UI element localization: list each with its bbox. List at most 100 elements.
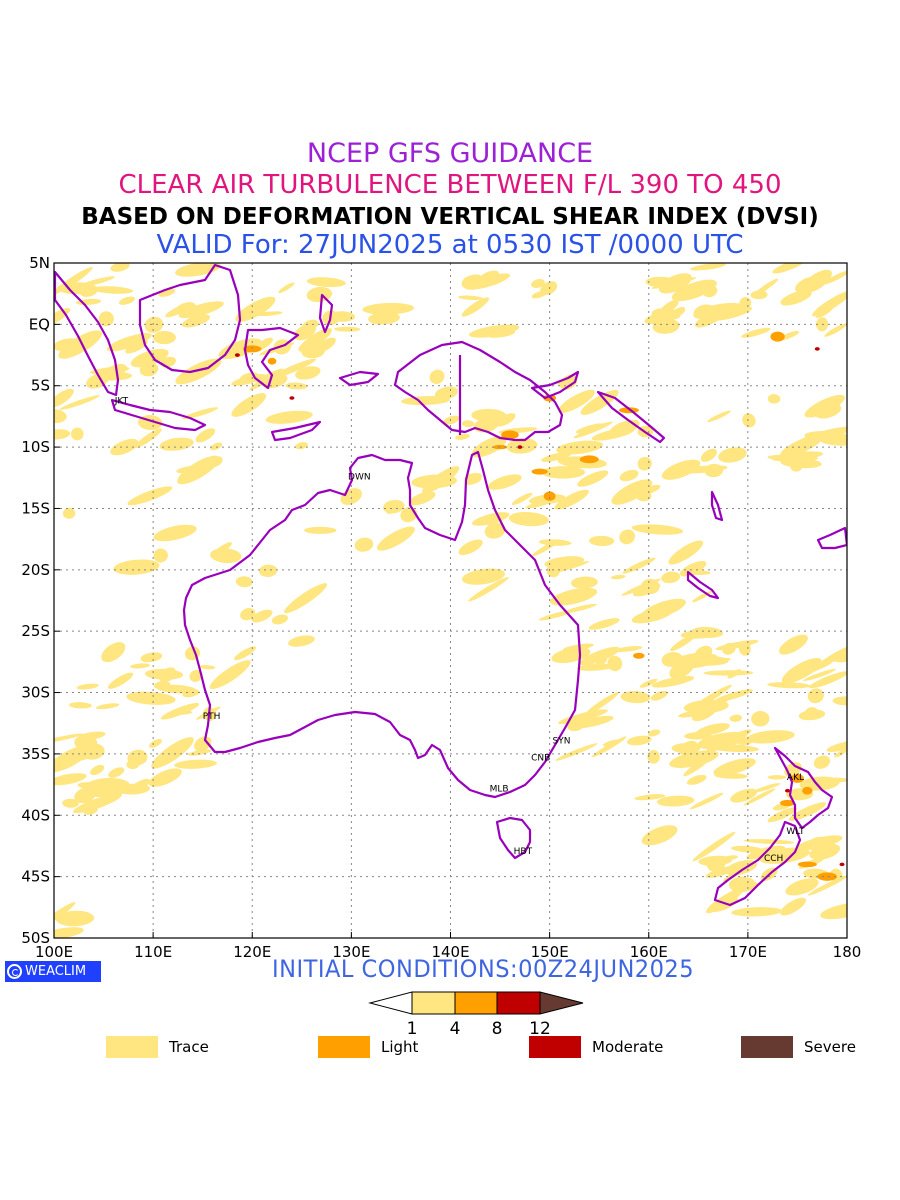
lat-tick-label: 5S: [31, 377, 50, 395]
trace-patch: [591, 427, 635, 441]
trace-patch: [805, 707, 818, 716]
moderate-patch: [517, 445, 523, 449]
trace-patch: [288, 635, 315, 647]
trace-patch: [153, 330, 176, 345]
light-patch: [531, 468, 548, 475]
trace-patch: [295, 442, 308, 450]
legend-moderate-swatch: [529, 1036, 581, 1058]
trace-patch: [110, 263, 130, 272]
trace-patch: [698, 855, 733, 866]
lat-tick-label: 45S: [21, 868, 50, 886]
trace-patch: [113, 559, 160, 575]
trace-patch: [562, 643, 594, 652]
trace-patch: [89, 366, 130, 375]
trace-patch: [803, 668, 836, 682]
trace-patch: [127, 486, 173, 506]
title-product: CLEAR AIR TURBULENCE BETWEEN F/L 390 TO …: [118, 170, 782, 200]
trace-patch: [176, 466, 197, 474]
trace-patch: [743, 788, 776, 806]
trace-patch: [110, 438, 139, 456]
trace-patch: [106, 333, 152, 352]
trace-patch: [579, 646, 620, 666]
trace-patch: [705, 888, 744, 914]
trace-patch: [670, 306, 686, 318]
trace-patch: [651, 676, 695, 688]
trace-patch: [194, 736, 212, 752]
trace-patch: [95, 703, 120, 710]
lon-tick-label: 130E: [332, 943, 370, 961]
light-patch: [543, 491, 556, 501]
trace-patch: [54, 733, 84, 745]
trace-patch: [705, 866, 736, 878]
trace-patch: [785, 878, 819, 896]
trace-patch: [54, 773, 87, 786]
trace-patch: [101, 642, 126, 663]
trace-patch: [153, 524, 197, 542]
trace-patch: [831, 649, 847, 663]
trace-patch: [148, 768, 182, 787]
trace-patch: [461, 274, 486, 290]
lon-tick-label: 160E: [630, 943, 668, 961]
trace-patch: [704, 463, 724, 478]
colorbar-severe-arrow: [539, 991, 584, 1015]
trace-patch: [130, 663, 150, 669]
trace-patch: [54, 307, 71, 329]
trace-patch: [531, 291, 547, 299]
trace-patch: [125, 340, 148, 354]
trace-patch: [484, 522, 506, 539]
trace-patch: [556, 440, 603, 455]
trace-patch: [461, 568, 505, 585]
colorbar-moderate-box: [496, 991, 541, 1015]
trace-patch: [302, 319, 319, 331]
trace-patch: [576, 663, 614, 671]
new-britain-coastline: [530, 370, 580, 400]
trace-patch: [278, 282, 295, 294]
trace-patch: [695, 723, 730, 736]
lat-tick-label: 40S: [21, 806, 50, 824]
trace-patch: [669, 750, 719, 768]
light-patch: [790, 774, 804, 783]
trace-patch: [614, 646, 643, 652]
colorbar-trace-box: [411, 991, 456, 1015]
trace-patch: [772, 451, 824, 462]
trace-patch: [231, 374, 266, 386]
trace-patch: [555, 743, 598, 761]
trace-patch: [751, 710, 770, 727]
trace-patch: [585, 692, 619, 715]
weaclim-text: WEACLIM: [25, 964, 87, 979]
trace-patch: [251, 609, 273, 623]
lat-tick-label: 20S: [21, 561, 50, 579]
trace-patch: [588, 618, 620, 630]
lon-tick-label: 100E: [35, 943, 73, 961]
trace-patch: [780, 434, 824, 458]
trace-patch: [820, 434, 847, 446]
trace-patch: [668, 540, 704, 565]
trace-patch: [54, 338, 82, 352]
trace-patch: [634, 794, 666, 801]
trace-patch: [265, 410, 313, 424]
solomon-islands-coastline: [596, 390, 666, 444]
trace-patch: [570, 576, 598, 589]
trace-patch: [820, 902, 847, 920]
trace-patch: [804, 394, 845, 418]
trace-patch: [822, 777, 847, 783]
fiji-coastline: [816, 526, 847, 550]
trace-patch: [107, 672, 134, 689]
weaclim-logo-icon: [7, 964, 22, 979]
trace-patch: [767, 775, 787, 780]
trace-patch: [62, 507, 76, 519]
trace-patch: [741, 327, 771, 338]
trace-patch: [284, 583, 328, 614]
coastlines: [54, 263, 847, 907]
trace-patch: [722, 735, 745, 746]
trace-patch: [579, 474, 596, 483]
lon-tick-label: 140E: [431, 943, 469, 961]
trace-patch: [368, 312, 400, 325]
java-coastline: [110, 398, 207, 432]
trace-patch: [151, 737, 194, 769]
trace-patch: [73, 793, 122, 814]
colorbar-label-12: 12: [529, 1019, 551, 1039]
trace-patch: [199, 664, 216, 670]
city-label-syn: SYN: [553, 736, 571, 746]
trace-patch: [181, 314, 211, 328]
